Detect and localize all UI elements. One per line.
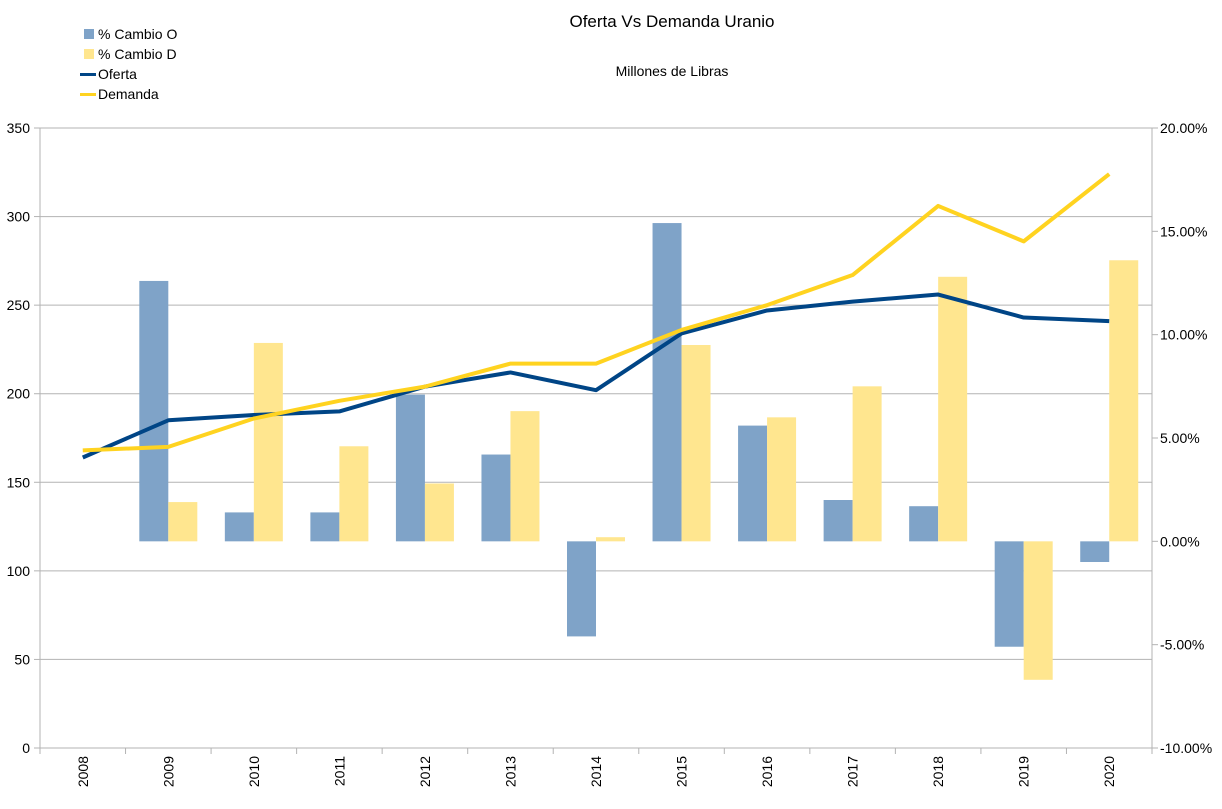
x-tick-label: 2012 [417,756,433,787]
bar--cambio-d [1109,260,1139,542]
bar--cambio-o [395,394,425,542]
legend-label-oferta: Oferta [98,66,137,82]
legend: % Cambio O % Cambio D Oferta Demanda [80,24,177,104]
x-tick-label: 2009 [160,756,176,787]
legend-label-demanda: Demanda [98,86,159,102]
bar--cambio-o [1080,541,1110,562]
y-right-tick-label: 5.00% [1160,430,1200,446]
bar--cambio-d [510,411,540,542]
legend-swatch-demanda [80,93,96,96]
line-series-demanda [82,172,1111,453]
y-right-tick-label: -5.00% [1160,637,1204,653]
x-tick-label: 2015 [674,756,690,787]
legend-item-cambio-d: % Cambio D [80,44,177,64]
chart-title: Oferta Vs Demanda Uranio [569,12,775,31]
line-series-oferta [81,292,1110,460]
y-right-tick-label: 15.00% [1160,223,1207,239]
x-tick-label: 2017 [845,756,861,787]
chart-subtitle: Millones de Libras [615,63,729,79]
bar--cambio-d [681,345,711,542]
bar--cambio-d [596,537,625,542]
legend-swatch-cambio-d [84,49,94,59]
bar--cambio-d [1023,541,1053,680]
x-tick-label: 2014 [588,756,604,787]
bar--cambio-d [938,276,968,542]
y-left-tick-label: 250 [7,297,31,313]
x-tick-label: 2016 [759,756,775,787]
x-tick-label: 2019 [1016,756,1032,787]
bar--cambio-d [767,417,797,542]
legend-item-demanda: Demanda [80,84,177,104]
bar--cambio-o [909,506,939,542]
y-right-tick-label: 20.00% [1160,120,1207,136]
bar--cambio-o [139,280,169,542]
y-left-tick-label: 150 [7,474,31,490]
legend-item-cambio-o: % Cambio O [80,24,177,44]
bar--cambio-o [224,512,254,542]
bar--cambio-o [567,541,596,637]
y-left-tick-label: 100 [7,563,31,579]
y-left-tick-label: 300 [7,209,31,225]
x-tick-label: 2020 [1101,756,1117,787]
legend-label-cambio-d: % Cambio D [98,46,177,62]
bar--cambio-o [481,454,511,542]
legend-item-oferta: Oferta [80,64,177,84]
bar--cambio-d [253,342,283,542]
y-right-tick-label: 0.00% [1160,533,1200,549]
legend-swatch-cambio-o [84,29,94,39]
legend-label-cambio-o: % Cambio O [98,26,178,42]
bar--cambio-o [823,500,853,542]
bar--cambio-o [310,512,340,542]
bar--cambio-d [339,446,369,542]
bar--cambio-d [424,483,454,542]
x-tick-label: 2011 [331,756,347,786]
x-tick-label: 2008 [75,756,91,787]
x-tick-label: 2013 [502,756,518,787]
bar--cambio-o [652,223,682,542]
bar--cambio-d [168,502,198,542]
y-right-tick-label: 10.00% [1160,327,1207,343]
x-tick-label: 2018 [930,756,946,787]
bar--cambio-o [738,425,768,542]
y-left-tick-label: 50 [14,651,30,667]
legend-swatch-oferta [80,73,96,76]
y-left-tick-label: 0 [22,740,30,756]
bar--cambio-d [852,386,882,542]
y-left-tick-label: 200 [7,386,31,402]
y-right-tick-label: -10.00% [1160,740,1212,756]
y-left-tick-label: 350 [7,120,31,136]
x-tick-label: 2010 [246,756,262,787]
bar--cambio-o [994,541,1024,647]
